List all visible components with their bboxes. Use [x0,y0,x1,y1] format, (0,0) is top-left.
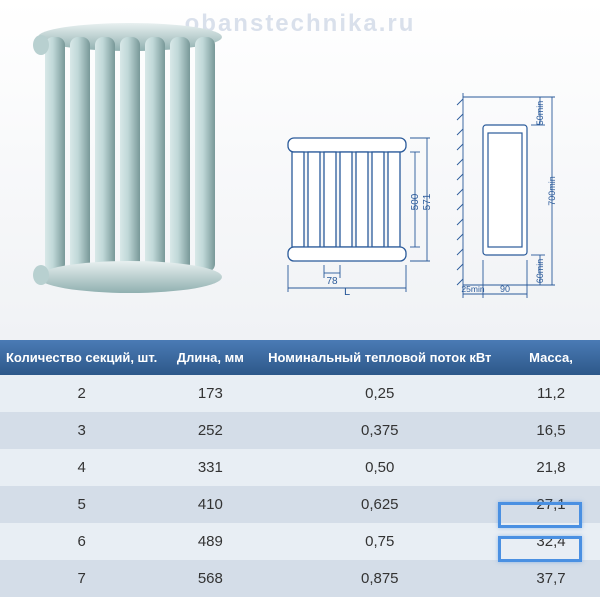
radiator-side-technical-drawing: 50min 700min 60min 25min 90 [455,85,575,300]
cell-sections: 3 [0,412,163,449]
cell-mass: 21,8 [502,449,600,486]
dim-label-500: 500 [410,193,421,210]
radiator-3d-illustration [30,15,230,305]
cell-heatflow: 0,375 [257,412,502,449]
cell-mass: 32,4 [502,523,600,560]
cell-sections: 7 [0,560,163,597]
table-header-row: Количество секций, шт. Длина, мм Номинал… [0,340,600,375]
table-row: 4 331 0,50 21,8 [0,449,600,486]
table-row: 7 568 0,875 37,7 [0,560,600,597]
cell-mass: 16,5 [502,412,600,449]
dim-label-571: 571 [422,193,433,210]
table-row: 6 489 0,75 32,4 [0,523,600,560]
cell-sections: 6 [0,523,163,560]
dim-label-90: 90 [500,284,510,294]
dim-label-60min: 60min [535,259,545,284]
cell-mass: 11,2 [502,375,600,412]
table-row: 5 410 0,625 27,1 [0,486,600,523]
table-row: 2 173 0,25 11,2 [0,375,600,412]
dim-label-25min: 25min [461,284,484,294]
cell-length: 489 [163,523,257,560]
radiator-spec-table: Количество секций, шт. Длина, мм Номинал… [0,340,600,597]
col-header-sections: Количество секций, шт. [0,340,163,375]
cell-length: 331 [163,449,257,486]
cell-sections: 5 [0,486,163,523]
dim-label-78: 78 [326,276,338,287]
col-header-length: Длина, мм [163,340,257,375]
dim-label-700min: 700min [547,176,557,206]
cell-length: 410 [163,486,257,523]
cell-sections: 2 [0,375,163,412]
diagram-area: obanstechnika.ru [0,0,600,340]
col-header-heatflow: Номинальный тепловой поток кВт [257,340,502,375]
cell-length: 173 [163,375,257,412]
dim-label-50min: 50min [535,101,545,126]
cell-heatflow: 0,50 [257,449,502,486]
table-row: 3 252 0,375 16,5 [0,412,600,449]
cell-heatflow: 0,25 [257,375,502,412]
cell-length: 252 [163,412,257,449]
cell-sections: 4 [0,449,163,486]
cell-length: 568 [163,560,257,597]
radiator-front-technical-drawing: 500 571 78 L [270,110,435,295]
table-body: 2 173 0,25 11,2 3 252 0,375 16,5 4 331 0… [0,375,600,597]
cell-mass: 27,1 [502,486,600,523]
col-header-mass: Масса, [502,340,600,375]
cell-heatflow: 0,875 [257,560,502,597]
cell-heatflow: 0,625 [257,486,502,523]
dim-label-L: L [344,286,350,295]
cell-heatflow: 0,75 [257,523,502,560]
cell-mass: 37,7 [502,560,600,597]
